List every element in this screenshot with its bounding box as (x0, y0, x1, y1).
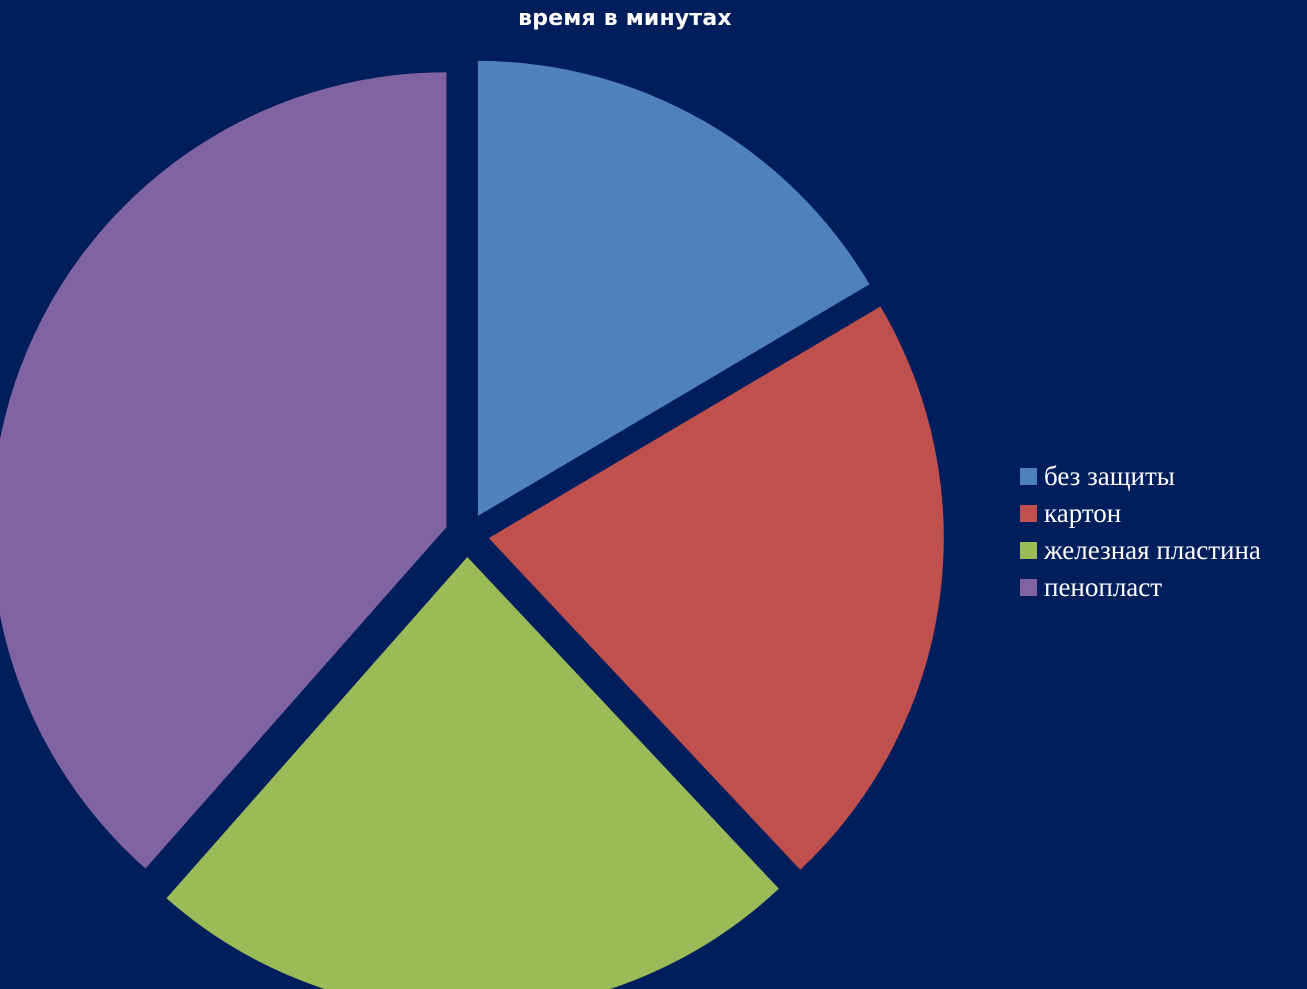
legend-swatch (1020, 579, 1037, 596)
pie-slice-1 (477, 60, 870, 516)
legend-swatch (1020, 468, 1037, 485)
pie-slice-4 (0, 72, 447, 869)
legend-label: железная пластина (1044, 535, 1261, 565)
legend-item: пенопласт (1020, 569, 1261, 606)
legend-item: без защиты (1020, 458, 1261, 495)
legend: без защиты картон железная пластина пенопла… (1020, 458, 1261, 606)
legend-item: картон (1020, 495, 1261, 532)
legend-label: пенопласт (1044, 572, 1163, 602)
pie-slice-2 (488, 306, 944, 870)
legend-label: без защиты (1044, 461, 1175, 491)
chart-title: время в минутах (518, 6, 732, 31)
legend-swatch (1020, 505, 1037, 522)
legend-label: картон (1044, 498, 1122, 528)
legend-item: железная пластина (1020, 532, 1261, 569)
legend-swatch (1020, 542, 1037, 559)
pie-slice-3 (166, 556, 779, 989)
